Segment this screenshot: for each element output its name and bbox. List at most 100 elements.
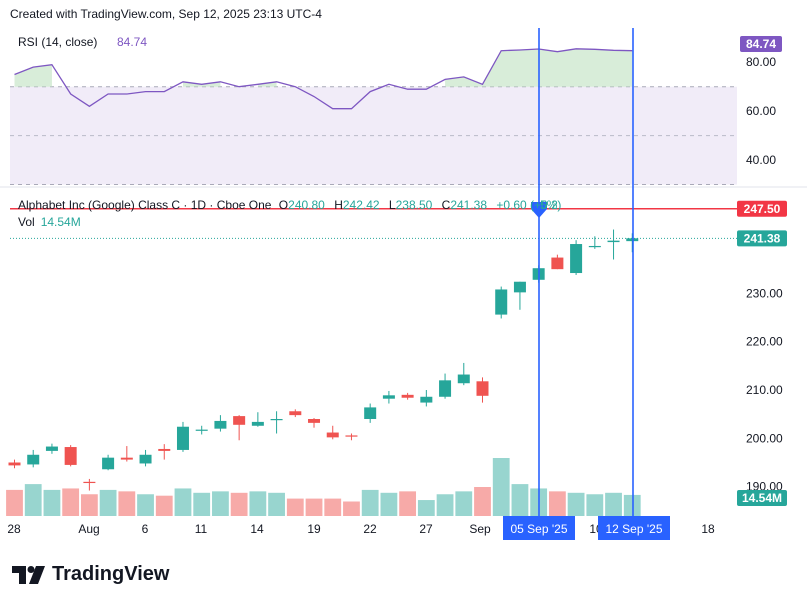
volume-bar: [99, 489, 117, 516]
candle[interactable]: [345, 433, 358, 441]
time-tick-label: Sep: [469, 522, 491, 536]
svg-text:14.54M: 14.54M: [742, 491, 782, 505]
candle[interactable]: [420, 390, 433, 407]
candle[interactable]: [45, 443, 58, 454]
volume-bar: [324, 498, 342, 516]
alert-price-tag[interactable]: 247.50: [737, 200, 787, 217]
volume-bar: [436, 494, 454, 516]
candle[interactable]: [588, 236, 601, 249]
candle-body: [139, 454, 152, 464]
volume-bar: [230, 492, 248, 516]
volume-bar: [380, 492, 398, 516]
candle[interactable]: [176, 421, 189, 452]
candle-body: [45, 446, 58, 451]
candle-body: [551, 257, 564, 270]
candle[interactable]: [8, 459, 21, 469]
time-tick-label: 19: [307, 522, 321, 536]
tradingview-wordmark: TradingView: [52, 563, 170, 585]
candle[interactable]: [64, 445, 77, 467]
volume-bar: [343, 501, 360, 516]
candle-body: [8, 462, 21, 466]
legend-change-tail: 5%): [540, 198, 561, 212]
candle-body: [382, 395, 395, 399]
volume-bar: [417, 500, 435, 516]
candle-body: [570, 244, 583, 274]
candle[interactable]: [570, 240, 583, 275]
rsi-tick-label: 40.00: [746, 153, 776, 167]
svg-text:05 Sep '25: 05 Sep '25: [510, 522, 567, 536]
time-tick-label: 28: [7, 522, 21, 536]
candle-body: [326, 432, 339, 438]
candle[interactable]: [27, 449, 40, 468]
candle-body: [270, 419, 283, 421]
candle-body: [214, 420, 227, 429]
candle-body: [120, 457, 133, 460]
volume-bar: [137, 494, 154, 516]
candle[interactable]: [382, 390, 395, 404]
candle-body: [102, 457, 115, 470]
candle-body: [476, 381, 489, 396]
candle[interactable]: [364, 403, 377, 423]
candle[interactable]: [439, 373, 452, 399]
candle[interactable]: [401, 392, 414, 400]
tradingview-logo: TradingView: [12, 563, 169, 586]
volume-bar: [268, 492, 285, 516]
time-highlight-sep-05: 05 Sep '25: [503, 516, 575, 540]
svg-text:12 Sep '25: 12 Sep '25: [605, 522, 662, 536]
svg-text:84.74: 84.74: [746, 37, 776, 51]
candle[interactable]: [495, 286, 508, 319]
candle[interactable]: [83, 478, 96, 491]
candle-body: [176, 426, 189, 450]
volume-bars: [6, 458, 641, 516]
time-highlight-sep-12: 12 Sep '25: [598, 516, 670, 540]
candle[interactable]: [120, 446, 133, 462]
volume-bar: [511, 484, 529, 516]
legend-symbol: Alphabet Inc (Google) Class C · 1D · Cbo…: [18, 198, 272, 212]
price-tick-label: 230.00: [746, 286, 783, 300]
chart-credit: Created with TradingView.com, Sep 12, 20…: [10, 7, 322, 21]
candle[interactable]: [326, 425, 339, 440]
candle[interactable]: [476, 377, 489, 403]
candle-body: [457, 374, 470, 384]
candle[interactable]: [195, 425, 208, 435]
tradingview-logo-icon: [12, 565, 45, 584]
price-tick-label: 220.00: [746, 335, 783, 349]
time-tick-label: 11: [195, 522, 208, 536]
candle[interactable]: [607, 229, 620, 260]
candle[interactable]: [457, 362, 470, 386]
volume-bar: [567, 492, 585, 516]
rsi-overbought-fill: [14, 48, 633, 87]
volume-bar: [212, 491, 229, 516]
marker-arrow-down-icon[interactable]: [531, 202, 547, 218]
volume-bar: [605, 492, 622, 516]
candle[interactable]: [289, 409, 302, 418]
candle-body: [158, 448, 171, 451]
volume-bar: [62, 488, 80, 516]
candle-body: [83, 481, 96, 484]
volume-bar: [492, 458, 510, 516]
candle[interactable]: [251, 412, 264, 427]
candle[interactable]: [308, 418, 321, 428]
volume-bar: [155, 495, 173, 516]
price-tick-label: 200.00: [746, 431, 783, 445]
candle[interactable]: [214, 415, 227, 432]
volume-bar: [249, 491, 267, 516]
time-axis[interactable]: 28 Aug 6 11 14 19 22 27 Sep 10 18: [7, 522, 715, 536]
candle-body: [364, 407, 377, 419]
candle[interactable]: [158, 444, 171, 460]
candle-body: [401, 394, 414, 398]
candle[interactable]: [102, 454, 115, 471]
candle[interactable]: [551, 254, 564, 270]
candle[interactable]: [233, 415, 246, 441]
chart[interactable]: 80.00 60.00 40.00 RSI (14, close) 84.74 84…: [0, 28, 807, 548]
candle[interactable]: [270, 411, 283, 434]
candle[interactable]: [513, 281, 526, 310]
candle[interactable]: [139, 449, 152, 467]
time-tick-label: Aug: [78, 522, 99, 536]
time-tick-label: 18: [701, 522, 715, 536]
rsi-pane: 80.00 60.00 40.00 RSI (14, close) 84.74 84…: [10, 35, 782, 186]
volume-bar: [586, 494, 604, 516]
candle-body: [64, 447, 77, 465]
volume-bar: [361, 489, 379, 516]
